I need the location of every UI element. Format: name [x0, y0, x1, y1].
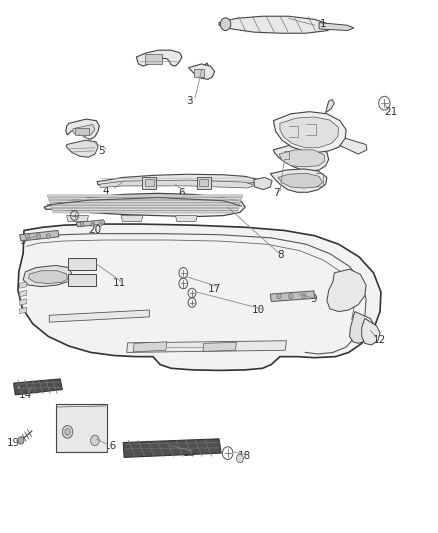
Circle shape: [80, 222, 84, 226]
Polygon shape: [123, 439, 221, 457]
Polygon shape: [28, 271, 67, 284]
Polygon shape: [52, 211, 238, 213]
Polygon shape: [72, 124, 95, 135]
Polygon shape: [49, 310, 149, 322]
Polygon shape: [278, 173, 322, 188]
Polygon shape: [176, 216, 197, 221]
Polygon shape: [18, 224, 381, 370]
Polygon shape: [20, 290, 27, 297]
Polygon shape: [23, 265, 72, 287]
Text: 9: 9: [311, 294, 317, 304]
Text: 10: 10: [251, 305, 265, 315]
Polygon shape: [219, 16, 332, 33]
Text: 6: 6: [179, 188, 185, 198]
Text: 5: 5: [98, 146, 105, 156]
Text: 4: 4: [102, 186, 109, 196]
Circle shape: [62, 425, 73, 438]
Polygon shape: [67, 216, 88, 221]
Text: 20: 20: [88, 225, 102, 236]
Circle shape: [220, 18, 231, 30]
Circle shape: [237, 454, 244, 463]
Polygon shape: [99, 180, 254, 188]
Polygon shape: [362, 318, 380, 345]
Polygon shape: [325, 100, 334, 113]
Bar: [75, 127, 89, 135]
Text: 11: 11: [113, 278, 127, 288]
Polygon shape: [127, 341, 286, 352]
Polygon shape: [67, 140, 98, 157]
Polygon shape: [20, 308, 27, 314]
Polygon shape: [280, 117, 339, 148]
Polygon shape: [47, 195, 243, 197]
Text: 8: 8: [278, 250, 284, 260]
Circle shape: [46, 233, 50, 239]
Circle shape: [25, 233, 30, 239]
Circle shape: [91, 222, 95, 226]
Polygon shape: [136, 50, 182, 66]
Polygon shape: [97, 174, 258, 185]
Circle shape: [17, 385, 21, 390]
Polygon shape: [20, 282, 27, 288]
Text: 17: 17: [208, 284, 221, 294]
Polygon shape: [44, 193, 245, 216]
Polygon shape: [49, 203, 240, 205]
Polygon shape: [327, 269, 366, 312]
Bar: [142, 177, 156, 189]
Polygon shape: [121, 216, 143, 221]
Circle shape: [302, 294, 306, 299]
Polygon shape: [49, 200, 241, 203]
Bar: [197, 177, 211, 189]
Text: 9: 9: [19, 236, 25, 246]
Polygon shape: [51, 208, 239, 211]
Text: 12: 12: [373, 335, 386, 345]
Bar: [56, 405, 107, 452]
Polygon shape: [76, 220, 105, 227]
Polygon shape: [20, 230, 59, 241]
Polygon shape: [50, 206, 240, 208]
Polygon shape: [340, 138, 367, 154]
Text: 21: 21: [384, 107, 398, 117]
Bar: [145, 179, 154, 187]
Polygon shape: [48, 198, 242, 200]
Polygon shape: [20, 299, 27, 305]
Polygon shape: [188, 64, 215, 79]
Polygon shape: [279, 150, 324, 167]
Circle shape: [289, 294, 293, 299]
Circle shape: [65, 429, 70, 435]
Bar: [194, 69, 204, 77]
Polygon shape: [14, 379, 62, 395]
Bar: [145, 54, 162, 64]
Circle shape: [91, 435, 99, 446]
Polygon shape: [270, 291, 315, 302]
Text: 16: 16: [103, 441, 117, 451]
Circle shape: [36, 233, 41, 239]
Text: 1: 1: [320, 19, 327, 29]
Text: 7: 7: [273, 188, 280, 198]
Polygon shape: [273, 112, 346, 152]
Bar: [67, 274, 96, 286]
Text: 14: 14: [19, 390, 32, 400]
Circle shape: [277, 294, 281, 299]
Polygon shape: [273, 144, 328, 171]
Text: 15: 15: [183, 448, 196, 458]
Polygon shape: [350, 312, 375, 343]
Circle shape: [99, 222, 102, 226]
Bar: [67, 258, 96, 270]
Circle shape: [18, 437, 24, 444]
Polygon shape: [254, 177, 272, 190]
Polygon shape: [203, 342, 237, 351]
Polygon shape: [270, 169, 327, 192]
Text: 3: 3: [186, 96, 193, 106]
Text: 19: 19: [7, 438, 20, 448]
Polygon shape: [319, 22, 354, 30]
Polygon shape: [66, 119, 99, 139]
Polygon shape: [133, 342, 167, 352]
Bar: [199, 179, 208, 187]
Text: 18: 18: [238, 451, 251, 462]
